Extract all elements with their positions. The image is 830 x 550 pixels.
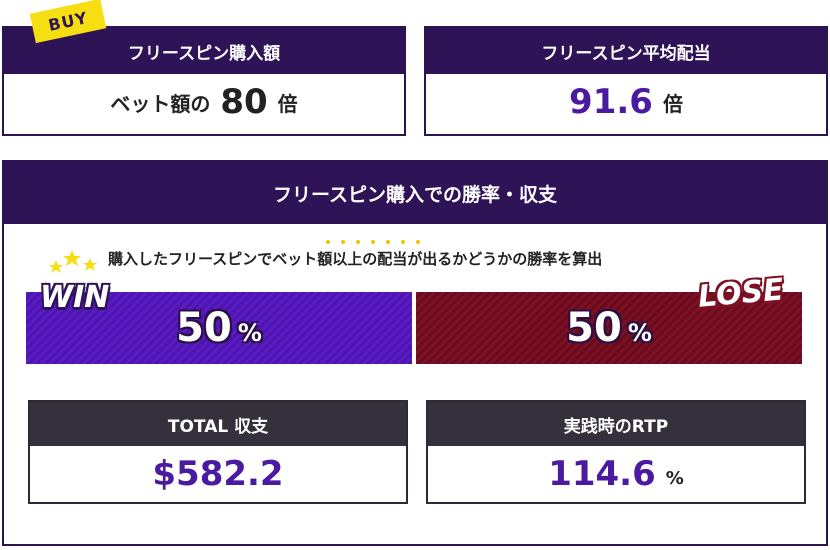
win-bar: 50 %	[26, 292, 412, 364]
lose-percent-value: 50	[566, 305, 622, 351]
rtp-value: 114.6	[548, 454, 656, 494]
rtp-card: 実践時のRTP 114.6 %	[426, 400, 806, 504]
win-rate-title: フリースピン購入での勝率・収支	[4, 162, 826, 224]
rtp-body: 114.6 %	[428, 446, 804, 502]
rtp-unit: %	[665, 467, 684, 489]
total-balance-value: $582.2	[152, 454, 284, 494]
buy-cost-body: ベット額の 80 倍	[4, 74, 404, 130]
rtp-title: 実践時のRTP	[428, 402, 804, 446]
avg-payout-title: フリースピン平均配当	[426, 28, 826, 74]
win-percent-value: 50	[176, 305, 232, 351]
buy-cost-value: 80	[220, 82, 268, 122]
avg-payout-card: フリースピン平均配当 91.6 倍	[424, 26, 828, 136]
buy-cost-label: ベット額の	[110, 91, 211, 116]
avg-payout-value: 91.6	[569, 82, 653, 122]
lose-percent-unit: %	[627, 319, 652, 347]
avg-payout-body: 91.6 倍	[426, 74, 826, 130]
avg-payout-unit: 倍	[662, 91, 683, 116]
lose-bar: 50 %	[416, 292, 802, 364]
win-rate-subtitle: 購入したフリースピンでベット額以上の配当が出るかどうかの勝率を算出	[108, 250, 603, 268]
win-label: WIN	[40, 280, 110, 315]
total-balance-body: $582.2	[30, 446, 406, 502]
emphasis-dots	[326, 240, 420, 244]
stars-icon	[49, 250, 97, 273]
total-balance-title: TOTAL 収支	[30, 402, 406, 446]
win-percent-unit: %	[237, 319, 262, 347]
win-rate-section: フリースピン購入での勝率・収支 購入したフリースピンでベット額以上の配当が出るか…	[2, 160, 828, 546]
total-balance-card: TOTAL 収支 $582.2	[28, 400, 408, 504]
buy-cost-unit: 倍	[277, 91, 298, 116]
lose-label: LOSE	[696, 272, 786, 315]
buy-cost-card: フリースピン購入額 ベット額の 80 倍	[2, 26, 406, 136]
